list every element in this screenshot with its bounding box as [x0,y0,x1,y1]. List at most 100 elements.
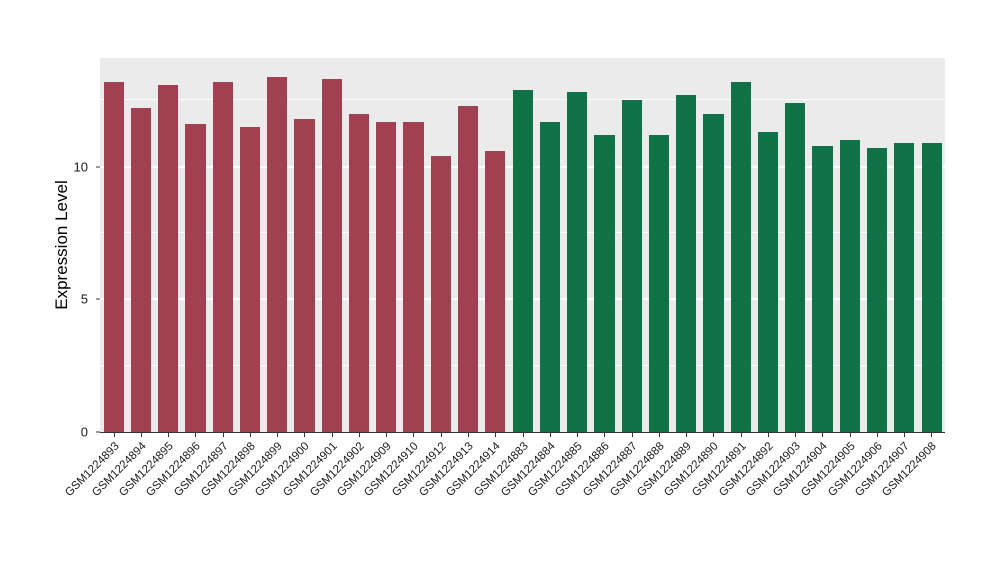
bar-slot [673,58,700,432]
bar [185,124,206,432]
bar [812,145,833,432]
y-tick-mark [96,431,100,433]
bar-slot [291,58,318,432]
bar [785,103,806,432]
bar [676,95,697,432]
y-axis: 0 5 10 [0,58,100,439]
bar-slot [700,58,727,432]
bar-slot [209,58,236,432]
bar-slot [127,58,154,432]
y-tick-label: 0 [80,424,88,440]
plot-panel [100,58,945,433]
bar-slot [373,58,400,432]
bar [621,100,642,432]
x-tick-mark [767,433,769,437]
x-tick-mark [195,433,197,437]
bar-slot [264,58,291,432]
x-tick-mark [113,433,115,437]
x-tick-mark [522,433,524,437]
x-tick-mark [495,433,497,437]
bar-slot [809,58,836,432]
bar [239,126,261,432]
bar-slot [454,58,481,432]
bar [730,81,751,432]
bar-slot [918,58,945,432]
bar-slot [782,58,809,432]
x-tick-mark [849,433,851,437]
bar [539,121,560,432]
x-tick-mark [658,433,660,437]
bar [403,121,424,432]
bar [894,142,915,432]
bar-slot [591,58,618,432]
bar-slot [509,58,536,432]
x-tick-mark [822,433,824,437]
bar-slot [318,58,345,432]
y-tick-label: 5 [80,291,88,307]
bar-slot [400,58,427,432]
y-tick-mark [96,298,100,300]
bar [158,84,179,432]
y-tick-mark [96,166,100,168]
x-tick-mark [413,433,415,437]
bar [921,142,942,432]
x-tick-mark [168,433,170,437]
bar [757,132,779,432]
bar-slot [754,58,781,432]
bar [485,150,506,432]
bar [567,92,588,432]
bar-slot [645,58,672,432]
x-tick-mark [904,433,906,437]
bar [839,140,860,432]
bar [212,81,233,432]
bar [648,134,670,432]
x-tick-mark [386,433,388,437]
bar [430,156,451,432]
bar-slot [345,58,372,432]
x-tick-mark [140,433,142,437]
x-tick-mark [577,433,579,437]
x-tick-mark [467,433,469,437]
bar-slot [836,58,863,432]
bar-slot [727,58,754,432]
bar [594,134,615,432]
x-tick-mark [686,433,688,437]
bar-slot [891,58,918,432]
bar-slot [155,58,182,432]
bar-slot [482,58,509,432]
bar [103,81,124,432]
x-tick-mark [277,433,279,437]
x-tick-mark [331,433,333,437]
x-tick-mark [222,433,224,437]
x-tick-mark [440,433,442,437]
bar [866,148,888,432]
x-tick-mark [713,433,715,437]
x-tick-mark [604,433,606,437]
bars-container [100,58,945,432]
bar [321,79,342,432]
bar-slot [427,58,454,432]
x-tick-mark [795,433,797,437]
bar-slot [236,58,263,432]
bar-slot [863,58,890,432]
bar-slot [618,58,645,432]
x-tick-mark [249,433,251,437]
x-axis-labels: GSM1224893 GSM1224894 GSM1224895 GSM1224896… [63,440,945,571]
bar [130,108,151,432]
x-tick-mark [358,433,360,437]
x-tick-mark [876,433,878,437]
bar [294,119,315,432]
x-tick-mark [740,433,742,437]
x-tick-mark [549,433,551,437]
bar [267,76,288,432]
x-tick-mark [631,433,633,437]
bar [376,121,397,432]
bar-slot [182,58,209,432]
x-tick-mark [304,433,306,437]
bar [458,105,479,432]
bar-slot [100,58,127,432]
bar [512,89,533,432]
bar-slot [564,58,591,432]
x-axis-ticks [100,432,945,437]
